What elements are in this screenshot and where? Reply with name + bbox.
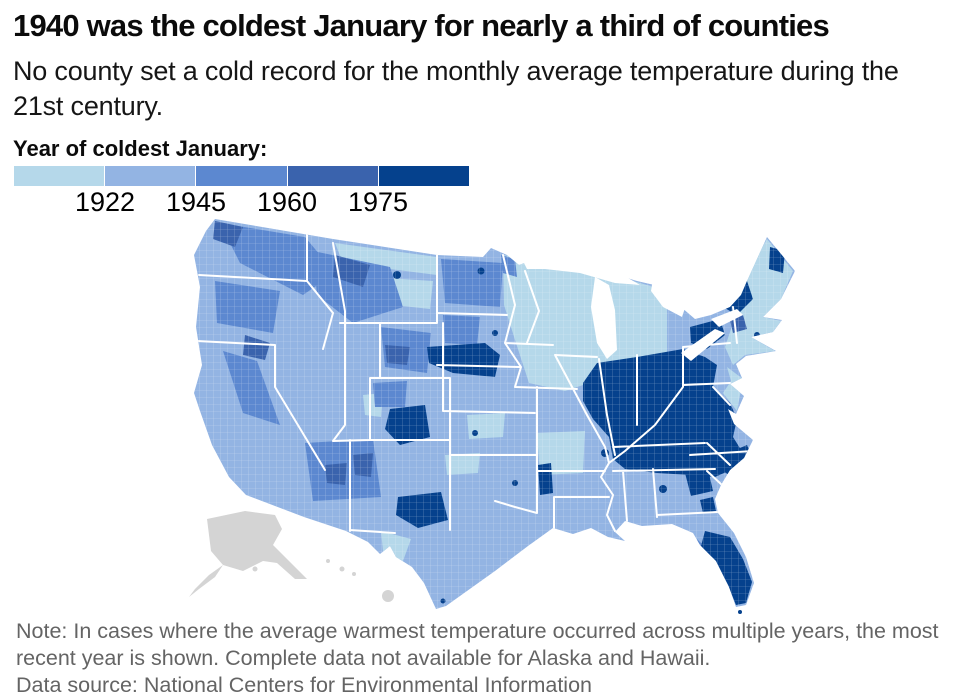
legend-tick-1945: 1945 — [165, 187, 227, 217]
legend-swatch-bin4 — [287, 166, 379, 186]
legend-tick-1922: 1922 — [74, 187, 136, 217]
legend-swatch-bin2 — [105, 166, 197, 186]
alaska-no-data — [189, 511, 307, 597]
footnotes: Note: In cases where the average warmest… — [16, 618, 968, 699]
state-borders — [196, 222, 754, 534]
legend-title: Year of coldest January: — [13, 136, 268, 161]
us-county-choropleth-map — [189, 219, 795, 614]
florida-keys — [738, 610, 742, 614]
legend-swatch-bin5 — [378, 166, 470, 186]
legend-tick-1975: 1975 — [347, 187, 409, 217]
data-source-text: Data source: National Centers for Enviro… — [16, 673, 592, 697]
note-text: Note: In cases where the average warmest… — [16, 619, 939, 670]
page-title: 1940 was the coldest January for nearly … — [13, 8, 830, 43]
legend-tick-1960: 1960 — [256, 187, 318, 217]
hawaii-no-data — [326, 559, 394, 602]
page-subtitle: No county set a cold record for the mont… — [13, 56, 899, 121]
legend-tick-labels: 1922 1945 1960 1975 — [14, 187, 469, 217]
legend-swatch-bin1 — [14, 166, 106, 186]
map-container — [185, 215, 810, 618]
great-lakes-water — [523, 253, 743, 361]
legend-color-scale — [14, 166, 470, 186]
legend-swatch-bin3 — [196, 166, 288, 186]
